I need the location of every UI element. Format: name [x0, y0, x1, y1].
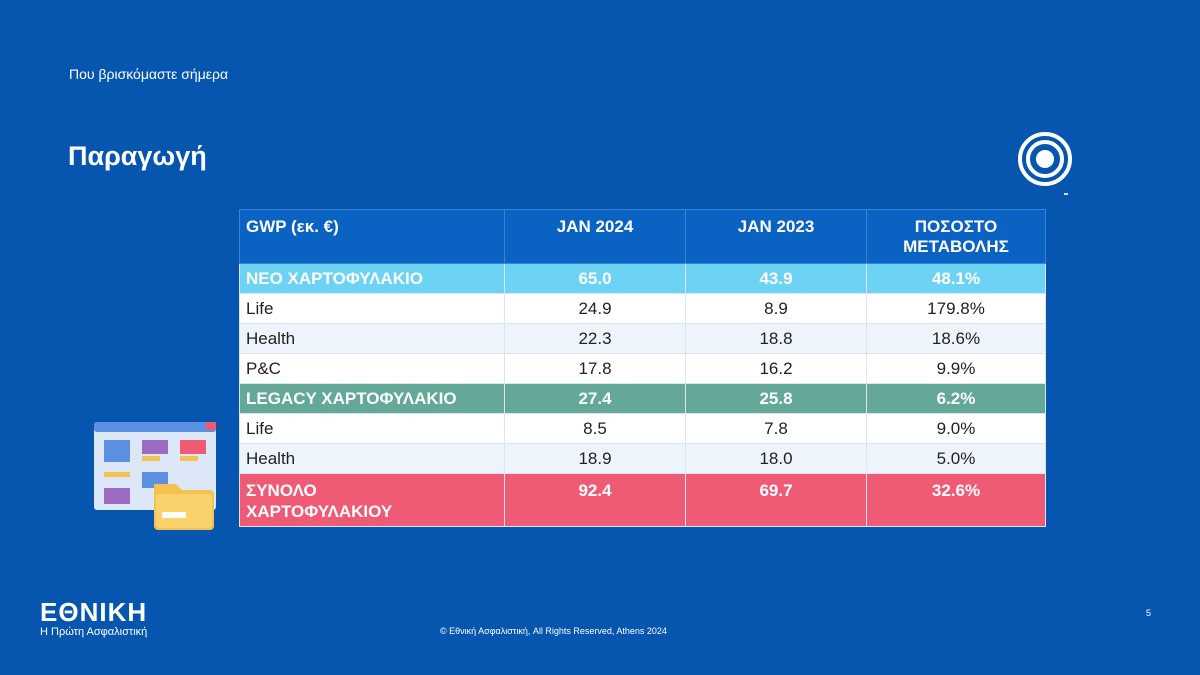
- cell-jan-2024: 27.4: [504, 383, 686, 414]
- cell-change: 5.0%: [866, 443, 1046, 474]
- cell-jan-2023: 7.8: [685, 413, 867, 444]
- column-header-gwp: GWP (εκ. €): [239, 209, 505, 264]
- table-header-row: GWP (εκ. €) JAN 2024 JAN 2023 ΠΟΣΟΣΤΟ ΜΕ…: [239, 209, 1046, 264]
- cell-jan-2024: 8.5: [504, 413, 686, 444]
- cell-change: 32.6%: [866, 473, 1046, 527]
- cell-jan-2024: 22.3: [504, 323, 686, 354]
- decorative-dot: [1064, 193, 1068, 195]
- cell-jan-2023: 43.9: [685, 263, 867, 294]
- cell-change: 6.2%: [866, 383, 1046, 414]
- company-tagline: Η Πρώτη Ασφαλιστική: [40, 626, 148, 638]
- cell-change: 9.0%: [866, 413, 1046, 444]
- table-row: Life 8.5 7.8 9.0%: [239, 413, 1046, 444]
- row-label: Life: [239, 413, 505, 444]
- page-title: Παραγωγή: [68, 141, 207, 171]
- cell-jan-2023: 18.8: [685, 323, 867, 354]
- cell-change: 9.9%: [866, 353, 1046, 384]
- cell-jan-2024: 17.8: [504, 353, 686, 384]
- row-label: P&C: [239, 353, 505, 384]
- company-logo: ΕΘΝΙΚΗ: [40, 597, 148, 627]
- row-label: ΝΕΟ ΧΑΡΤΟΦΥΛΑΚΙΟ: [239, 263, 505, 294]
- table-row-new-portfolio: ΝΕΟ ΧΑΡΤΟΦΥΛΑΚΙΟ 65.0 43.9 48.1%: [239, 263, 1046, 294]
- target-icon: [1018, 132, 1072, 186]
- cell-jan-2023: 25.8: [685, 383, 867, 414]
- table-row-legacy-portfolio: LEGACY ΧΑΡΤΟΦΥΛΑΚΙΟ 27.4 25.8 6.2%: [239, 383, 1046, 414]
- row-label: Life: [239, 293, 505, 324]
- cell-change: 179.8%: [866, 293, 1046, 324]
- copyright-notice: © Εθνική Ασφαλιστική, All Rights Reserve…: [440, 626, 667, 636]
- dashboard-folder-illustration: [94, 422, 216, 530]
- cell-jan-2023: 8.9: [685, 293, 867, 324]
- column-header-change: ΠΟΣΟΣΤΟ ΜΕΤΑΒΟΛΗΣ: [866, 209, 1046, 264]
- section-subtitle: Που βρισκόμαστε σήμερα: [69, 66, 229, 82]
- table-row-total: ΣΥΝΟΛΟ ΧΑΡΤΟΦΥΛΑΚΙΟΥ 92.4 69.7 32.6%: [239, 473, 1046, 527]
- row-label: Health: [239, 323, 505, 354]
- cell-change: 18.6%: [866, 323, 1046, 354]
- cell-jan-2024: 18.9: [504, 443, 686, 474]
- gwp-table: GWP (εκ. €) JAN 2024 JAN 2023 ΠΟΣΟΣΤΟ ΜΕ…: [239, 209, 1046, 527]
- table-row: Life 24.9 8.9 179.8%: [239, 293, 1046, 324]
- cell-jan-2024: 92.4: [504, 473, 686, 527]
- page-number: 5: [1146, 608, 1152, 618]
- cell-jan-2024: 24.9: [504, 293, 686, 324]
- cell-jan-2023: 69.7: [685, 473, 867, 527]
- cell-jan-2023: 16.2: [685, 353, 867, 384]
- table-row: P&C 17.8 16.2 9.9%: [239, 353, 1046, 384]
- row-label: Health: [239, 443, 505, 474]
- row-label: ΣΥΝΟΛΟ ΧΑΡΤΟΦΥΛΑΚΙΟΥ: [239, 473, 505, 527]
- table-row: Health 18.9 18.0 5.0%: [239, 443, 1046, 474]
- column-header-jan-2024: JAN 2024: [504, 209, 686, 264]
- row-label: LEGACY ΧΑΡΤΟΦΥΛΑΚΙΟ: [239, 383, 505, 414]
- cell-jan-2023: 18.0: [685, 443, 867, 474]
- cell-jan-2024: 65.0: [504, 263, 686, 294]
- cell-change: 48.1%: [866, 263, 1046, 294]
- column-header-jan-2023: JAN 2023: [685, 209, 867, 264]
- table-row: Health 22.3 18.8 18.6%: [239, 323, 1046, 354]
